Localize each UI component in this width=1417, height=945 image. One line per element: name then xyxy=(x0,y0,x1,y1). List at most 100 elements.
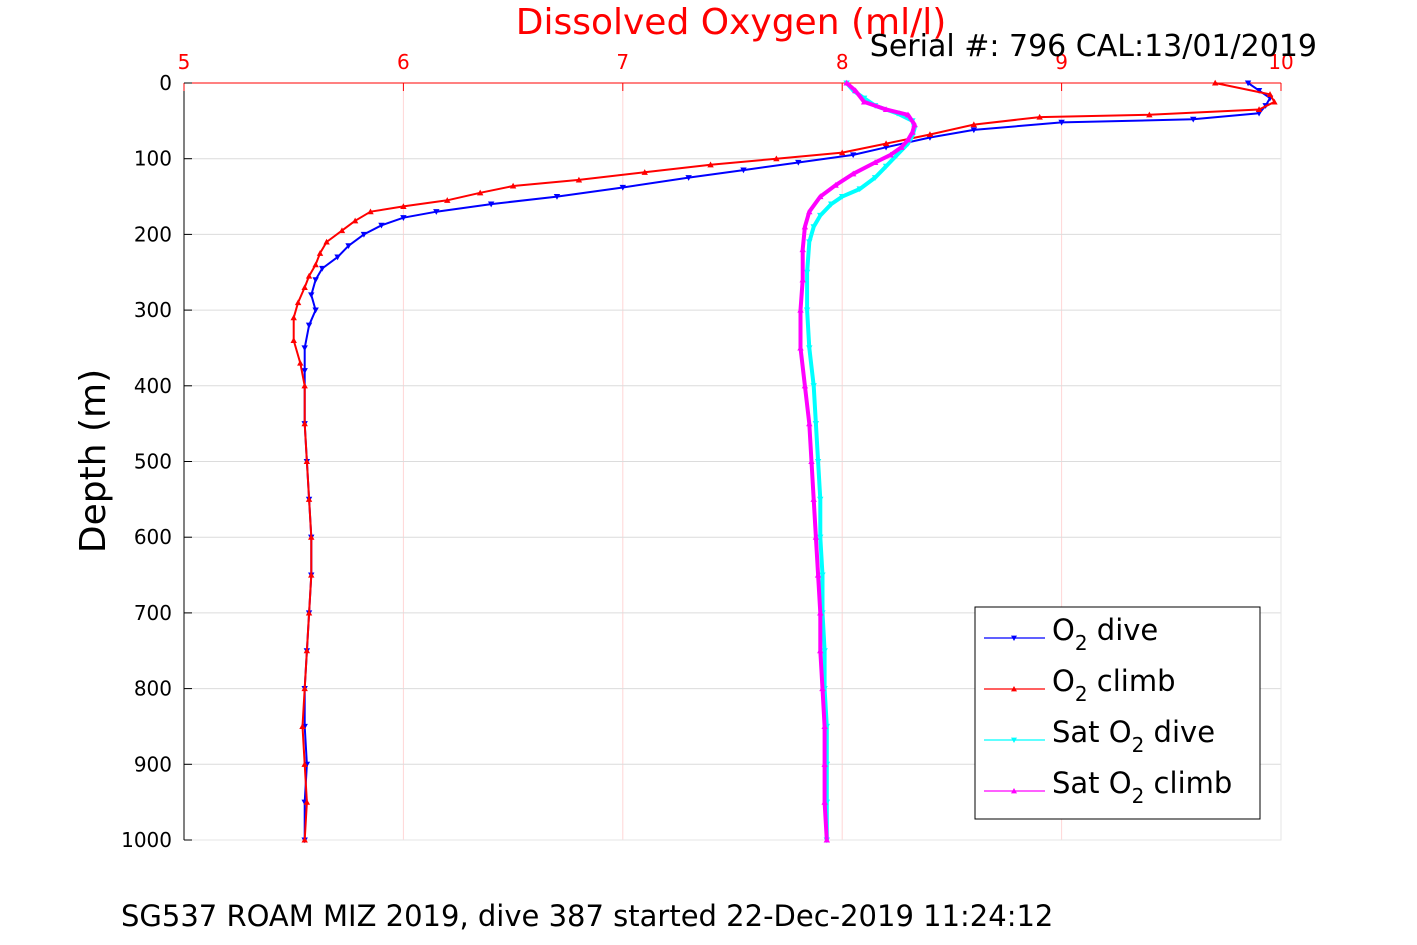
data-point xyxy=(1271,98,1278,105)
data-point xyxy=(1058,119,1065,126)
data-point xyxy=(814,458,822,465)
data-point xyxy=(819,572,826,579)
data-point xyxy=(817,193,824,200)
data-point xyxy=(553,193,561,200)
data-point xyxy=(871,175,879,181)
legend-label-subscript: 2 xyxy=(1132,733,1145,757)
data-point xyxy=(806,208,813,215)
data-point xyxy=(812,421,820,427)
data-point xyxy=(814,571,822,578)
legend-label-text: O xyxy=(1052,613,1075,647)
data-point xyxy=(290,314,297,321)
x-tick-label: 9 xyxy=(1055,50,1068,74)
x-tick-label: 6 xyxy=(397,50,410,74)
series-o2-climb xyxy=(290,79,1278,843)
data-point xyxy=(819,685,826,692)
series-group xyxy=(290,79,1278,844)
data-point xyxy=(1036,113,1043,120)
data-point xyxy=(909,129,916,135)
legend-label-text: O xyxy=(1052,664,1075,698)
data-point xyxy=(806,420,813,427)
y-tick-label: 700 xyxy=(134,601,172,625)
data-point xyxy=(619,184,626,191)
y-tick-label: 900 xyxy=(134,752,172,776)
legend-label-text: climb xyxy=(1088,664,1176,698)
data-point xyxy=(823,836,831,843)
data-point xyxy=(970,121,978,128)
data-point xyxy=(795,159,802,166)
data-point xyxy=(1146,111,1153,118)
data-point xyxy=(301,761,308,767)
data-point xyxy=(378,222,385,229)
data-point xyxy=(303,458,311,465)
data-point xyxy=(575,176,583,183)
legend-label-text: climb xyxy=(1144,766,1232,800)
data-point xyxy=(817,647,824,654)
data-point xyxy=(856,186,863,193)
data-point xyxy=(911,121,918,128)
data-point xyxy=(312,261,319,268)
data-point xyxy=(308,534,315,540)
legend-label-subscript: 2 xyxy=(1075,631,1088,655)
data-point xyxy=(832,181,839,188)
y-tick-label: 200 xyxy=(134,222,172,246)
data-point xyxy=(685,175,692,181)
data-point xyxy=(299,723,306,730)
data-point xyxy=(898,144,905,150)
data-point xyxy=(812,534,820,540)
data-point xyxy=(509,182,517,189)
data-point xyxy=(1190,116,1197,123)
data-point xyxy=(305,496,313,502)
legend-label-text: dive xyxy=(1088,613,1159,647)
data-point xyxy=(433,209,440,215)
data-point xyxy=(817,609,824,616)
legend-label-text: dive xyxy=(1144,715,1215,749)
data-point xyxy=(799,246,806,253)
y-tick-label: 400 xyxy=(134,374,172,398)
data-point xyxy=(290,337,297,343)
data-point xyxy=(312,277,319,284)
data-point xyxy=(797,344,804,351)
data-point xyxy=(308,292,315,299)
data-point xyxy=(308,571,315,578)
data-point xyxy=(817,496,824,503)
data-point xyxy=(1211,79,1219,86)
data-point xyxy=(806,239,813,246)
data-point xyxy=(803,307,811,314)
data-point xyxy=(806,345,813,352)
series-sat-o2-climb xyxy=(797,79,918,843)
data-point xyxy=(1244,80,1252,87)
data-point xyxy=(1255,106,1263,113)
data-point xyxy=(301,685,308,692)
y-tick-label: 600 xyxy=(134,525,172,549)
data-point xyxy=(817,212,824,219)
data-point xyxy=(301,368,308,374)
data-point xyxy=(839,193,846,200)
data-point xyxy=(904,111,912,118)
data-point xyxy=(367,208,374,215)
data-point xyxy=(817,534,824,541)
data-point xyxy=(334,254,341,261)
data-point xyxy=(810,383,817,389)
data-point xyxy=(1255,110,1263,117)
data-point xyxy=(821,761,828,767)
data-point xyxy=(351,217,359,224)
data-point xyxy=(810,224,817,231)
data-point xyxy=(821,648,828,654)
data-point xyxy=(641,169,648,175)
data-point xyxy=(400,215,407,221)
legend-label-text: Sat O xyxy=(1052,766,1132,800)
data-point xyxy=(400,203,407,209)
legend-label-subscript: 2 xyxy=(1075,682,1088,706)
y-tick-label: 0 xyxy=(159,71,172,95)
legend-label-sat-o2-dive: Sat O2 dive xyxy=(1052,715,1215,757)
legend-marker-o2-climb xyxy=(1011,686,1017,692)
data-point xyxy=(797,306,804,313)
data-point xyxy=(803,269,811,276)
data-point xyxy=(740,167,747,174)
data-point xyxy=(360,231,368,238)
data-point xyxy=(882,140,890,147)
data-point xyxy=(305,272,313,279)
